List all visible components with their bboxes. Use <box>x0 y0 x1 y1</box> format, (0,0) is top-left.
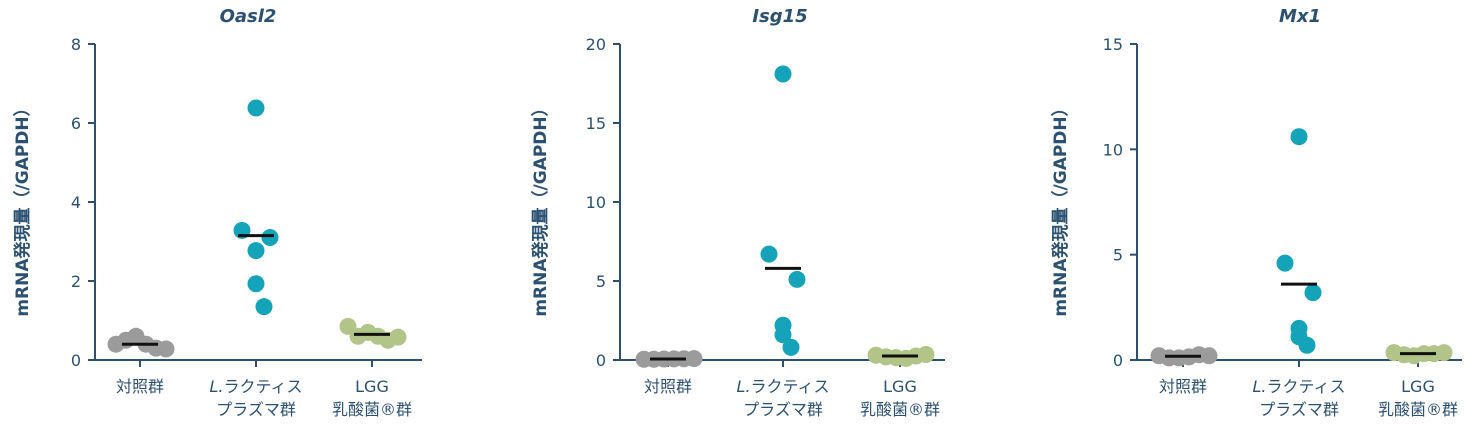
x-category-label: L.ラクティス <box>736 377 829 396</box>
x-category-label: プラズマ群 <box>1259 400 1339 419</box>
data-point-plasma <box>1290 128 1308 146</box>
species-name: ラクティス <box>750 377 829 396</box>
y-tick-label: 6 <box>71 114 81 133</box>
genus-initial: L. <box>1252 377 1266 396</box>
y-axis-label: mRNA発現量（/GAPDH） <box>1050 99 1071 316</box>
y-tick-label: 10 <box>586 193 606 212</box>
data-point-control <box>685 350 703 368</box>
data-point-plasma <box>1304 284 1322 302</box>
data-point-plasma <box>1298 336 1316 354</box>
genus-initial: L. <box>209 377 223 396</box>
y-tick-label: 15 <box>1103 35 1123 54</box>
y-tick-label: 20 <box>586 35 606 54</box>
data-point-plasma <box>1276 254 1294 272</box>
y-axis-label: mRNA発現量（/GAPDH） <box>530 99 551 316</box>
data-point-plasma <box>788 270 806 288</box>
data-point-plasma <box>247 99 265 117</box>
x-category-label: プラズマ群 <box>216 400 296 419</box>
x-category-label: 対照群 <box>116 377 164 396</box>
data-point-control <box>157 340 175 358</box>
species-name: ラクティス <box>1266 377 1345 396</box>
species-name: ラクティス <box>223 377 302 396</box>
panel-title: Mx1 <box>1279 6 1321 27</box>
x-category-label: LGG <box>1401 377 1435 396</box>
y-tick-label: 2 <box>71 272 81 291</box>
data-point-plasma <box>247 242 265 260</box>
data-point-lgg <box>389 328 407 346</box>
data-point-lgg <box>1435 344 1453 362</box>
data-point-plasma <box>255 298 273 316</box>
panel-title: Oasl2 <box>220 6 277 27</box>
x-category-label: LGG <box>355 377 389 396</box>
y-tick-label: 0 <box>1113 351 1123 370</box>
data-point-lgg <box>917 345 935 363</box>
data-point-plasma <box>261 229 279 247</box>
y-tick-label: 15 <box>586 114 606 133</box>
data-point-plasma <box>760 245 778 263</box>
x-category-label: L.ラクティス <box>209 377 302 396</box>
x-category-label: LGG <box>883 377 917 396</box>
x-category-label: 乳酸菌®群 <box>860 400 940 419</box>
data-point-plasma <box>774 65 792 83</box>
genus-initial: L. <box>736 377 750 396</box>
data-point-plasma <box>774 326 792 344</box>
panel-title: Isg15 <box>752 6 807 27</box>
y-tick-label: 0 <box>596 351 606 370</box>
data-point-control <box>1200 347 1218 365</box>
x-category-label: 対照群 <box>1159 377 1207 396</box>
data-point-plasma <box>247 275 265 293</box>
y-tick-label: 10 <box>1103 140 1123 159</box>
y-tick-label: 0 <box>71 351 81 370</box>
y-tick-label: 5 <box>1113 246 1123 265</box>
data-point-plasma <box>782 338 800 356</box>
x-category-label: L.ラクティス <box>1252 377 1345 396</box>
x-category-label: プラズマ群 <box>743 400 823 419</box>
x-category-label: 乳酸菌®群 <box>1378 400 1458 419</box>
y-tick-label: 8 <box>71 35 81 54</box>
y-tick-label: 5 <box>596 272 606 291</box>
y-tick-label: 4 <box>71 193 81 212</box>
y-axis-label: mRNA発現量（/GAPDH） <box>12 99 33 316</box>
x-category-label: 乳酸菌®群 <box>332 400 412 419</box>
x-category-label: 対照群 <box>644 377 692 396</box>
